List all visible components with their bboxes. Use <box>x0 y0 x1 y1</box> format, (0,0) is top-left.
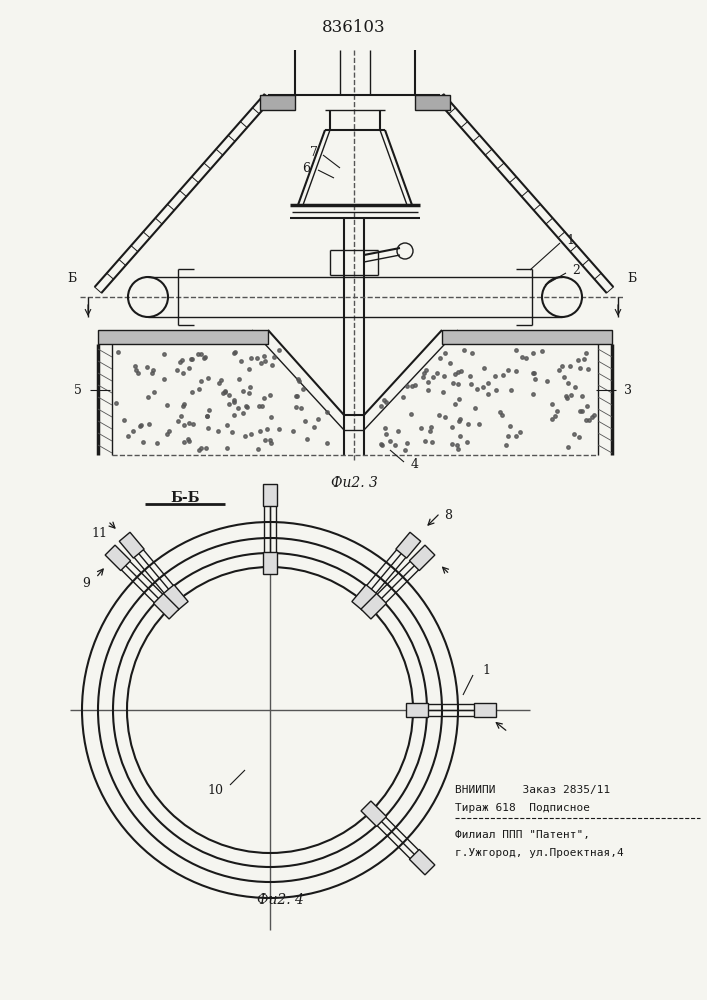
Text: 6: 6 <box>302 161 310 174</box>
Polygon shape <box>105 545 131 571</box>
Text: 8: 8 <box>444 509 452 522</box>
Text: ВНИИПИ    Заказ 2835/11: ВНИИПИ Заказ 2835/11 <box>455 785 610 795</box>
Polygon shape <box>153 594 179 619</box>
Polygon shape <box>263 552 277 574</box>
Polygon shape <box>442 330 612 344</box>
Text: 11: 11 <box>92 527 108 540</box>
Polygon shape <box>163 585 188 611</box>
Polygon shape <box>396 532 421 558</box>
Text: Б-Б: Б-Б <box>170 491 200 505</box>
Polygon shape <box>352 585 377 611</box>
Text: 836103: 836103 <box>322 19 386 36</box>
Text: 5: 5 <box>74 383 82 396</box>
Polygon shape <box>406 703 428 717</box>
Polygon shape <box>409 545 435 571</box>
Text: Б: Б <box>67 272 76 286</box>
Polygon shape <box>263 484 277 506</box>
Polygon shape <box>98 330 268 344</box>
Polygon shape <box>361 801 387 826</box>
Polygon shape <box>361 594 387 619</box>
Text: 7: 7 <box>310 145 318 158</box>
Text: Б: Б <box>627 272 636 286</box>
Text: 1: 1 <box>482 664 490 676</box>
Text: г.Ужгород, ул.Проектная,4: г.Ужгород, ул.Проектная,4 <box>455 848 624 858</box>
Text: 2: 2 <box>572 263 580 276</box>
Polygon shape <box>474 703 496 717</box>
Polygon shape <box>260 95 295 110</box>
Text: 9: 9 <box>82 577 90 590</box>
Polygon shape <box>119 532 144 558</box>
Text: Филиал ППП "Патент",: Филиал ППП "Патент", <box>455 830 590 840</box>
Polygon shape <box>409 849 435 875</box>
Text: Тираж 618  Подписное: Тираж 618 Подписное <box>455 803 590 813</box>
Text: 4: 4 <box>411 458 419 472</box>
Polygon shape <box>415 95 450 110</box>
Text: Фu2. 4: Фu2. 4 <box>257 893 303 907</box>
Text: 1: 1 <box>566 233 574 246</box>
Text: 10: 10 <box>207 784 223 796</box>
Text: 3: 3 <box>624 383 632 396</box>
Text: Фu2. 3: Фu2. 3 <box>331 476 378 490</box>
